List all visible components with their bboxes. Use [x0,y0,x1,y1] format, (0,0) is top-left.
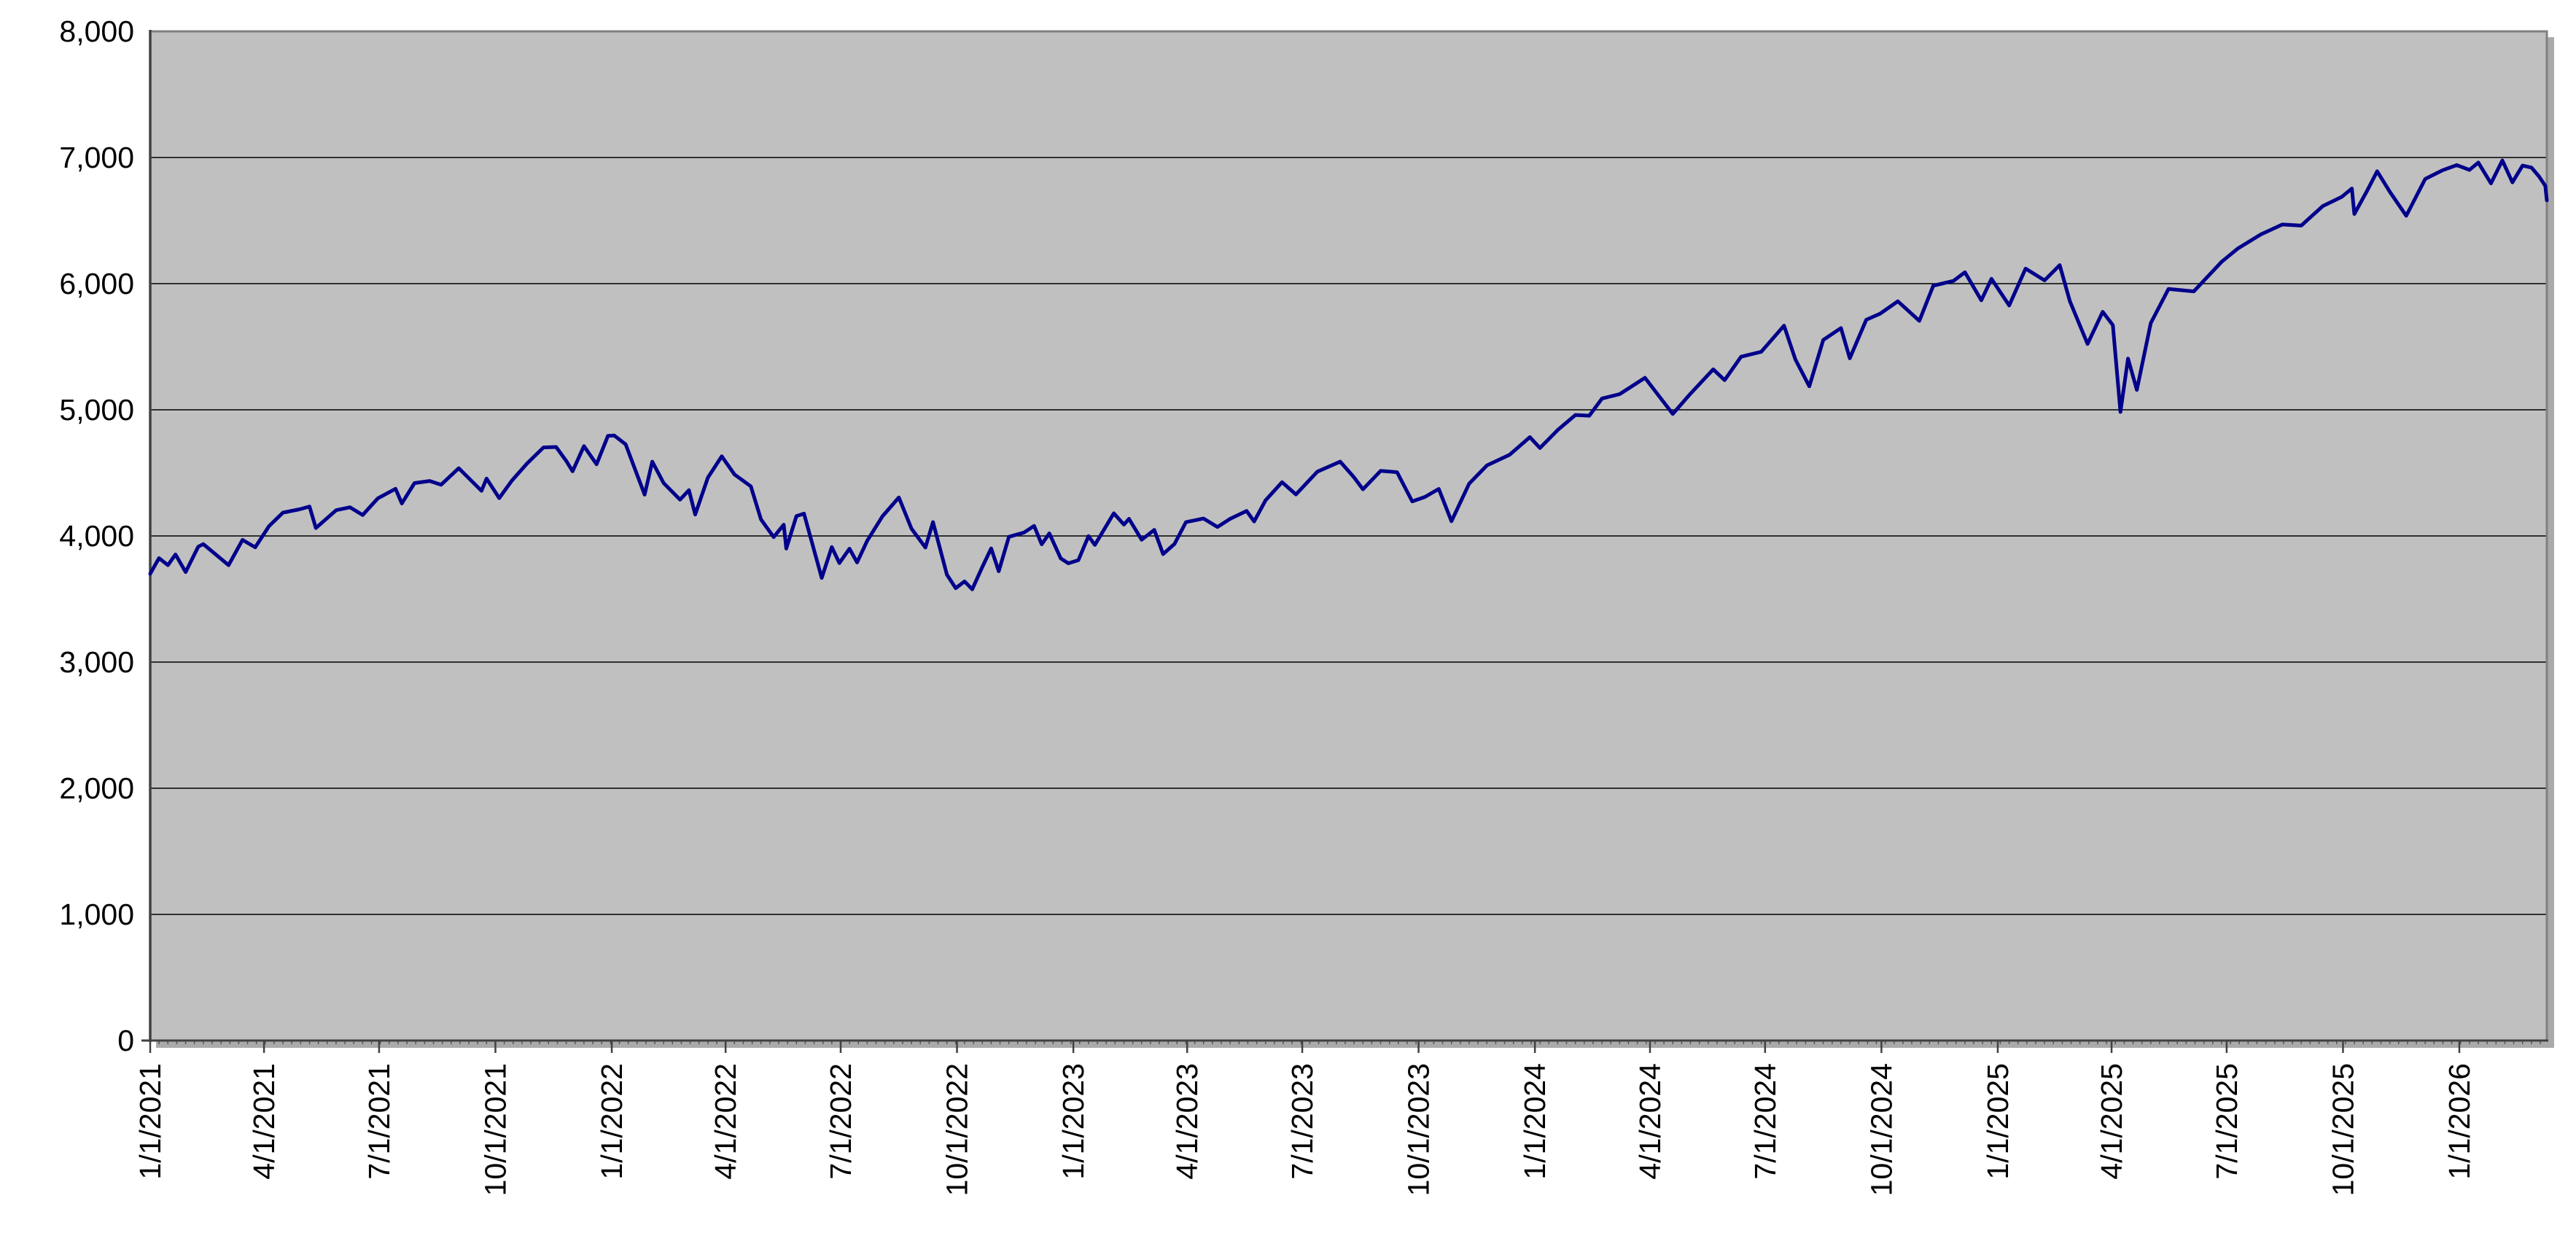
x-axis-labels-group: 1/1/2021 4/1/2021 7/1/2021 10/1/2021 1/1/202… [133,1063,2476,1196]
x-axis-label: 1/1/2023 [1057,1063,1090,1180]
y-axis-label: 7,000 [59,141,134,174]
x-axis-label: 10/1/2022 [941,1063,974,1196]
x-axis-label: 7/1/2024 [1748,1063,1782,1180]
x-axis-label: 7/1/2021 [362,1063,396,1180]
x-axis-label: 4/1/2021 [247,1063,281,1180]
x-axis-label: 7/1/2022 [824,1063,857,1180]
x-axis-label: 4/1/2023 [1170,1063,1204,1180]
y-axis-label: 3,000 [59,645,134,679]
y-axis-label: 0 [117,1024,134,1057]
x-axis-label: 4/1/2025 [2095,1063,2128,1180]
y-axis-labels-group: 0 1,000 2,000 3,000 4,000 5,000 6,000 7,000 8,00… [59,15,134,1057]
plot-shadow-right [2547,37,2554,1047]
y-axis-label: 2,000 [59,771,134,805]
x-major-ticks-group [149,1041,2461,1053]
plot-shadow-bottom [156,1041,2554,1048]
x-axis-label: 4/1/2022 [709,1063,742,1180]
x-axis-label: 10/1/2021 [478,1063,512,1196]
y-axis-label: 8,000 [59,15,134,48]
x-axis-label: 1/1/2026 [2443,1063,2476,1180]
x-axis-label: 7/1/2025 [2210,1063,2244,1180]
x-axis-label: 1/1/2024 [1518,1063,1552,1180]
x-axis-label: 1/1/2021 [133,1063,167,1180]
price-series-line [148,158,2549,591]
x-axis-label: 1/1/2025 [1981,1063,2015,1180]
y-axis-label: 5,000 [59,393,134,427]
y-axis-label: 6,000 [59,267,134,300]
x-axis-label: 10/1/2023 [1402,1063,1436,1196]
x-axis-label: 7/1/2023 [1285,1063,1319,1180]
y-axis-label: 1,000 [59,898,134,931]
y-axis-label: 4,000 [59,519,134,553]
x-axis-label: 10/1/2024 [1864,1063,1898,1196]
x-axis-label: 1/1/2022 [595,1063,629,1180]
x-axis-label: 4/1/2024 [1633,1063,1667,1180]
x-axis-label: 10/1/2025 [2326,1063,2359,1196]
gridlines-group [150,157,2547,915]
